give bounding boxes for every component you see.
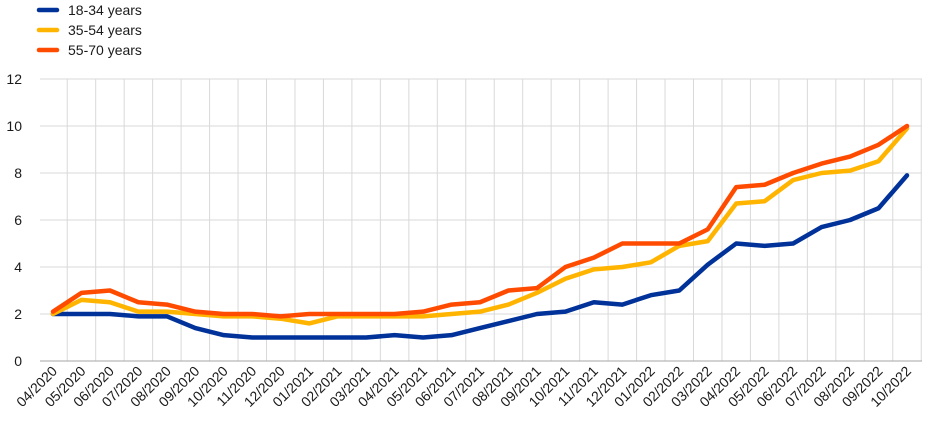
legend-label: 18-34 years (68, 2, 142, 18)
y-tick-label: 4 (14, 259, 22, 275)
legend-label: 35-54 years (68, 22, 142, 38)
y-tick-label: 10 (6, 118, 22, 134)
y-tick-label: 2 (14, 306, 22, 322)
y-tick-label: 6 (14, 212, 22, 228)
y-tick-label: 0 (14, 353, 22, 369)
y-tick-label: 8 (14, 165, 22, 181)
series-lines (50, 123, 910, 340)
y-tick-label: 12 (6, 71, 22, 87)
legend: 18-34 years 35-54 years 55-70 years (36, 2, 142, 58)
series-line (50, 123, 910, 319)
series-line (50, 173, 910, 340)
y-tick-labels: 0 2 4 6 8 10 12 (6, 71, 22, 369)
x-tick-labels: 04/202005/202006/202007/202008/202009/20… (13, 363, 914, 410)
series-line (50, 126, 910, 326)
legend-label: 55-70 years (68, 42, 142, 58)
